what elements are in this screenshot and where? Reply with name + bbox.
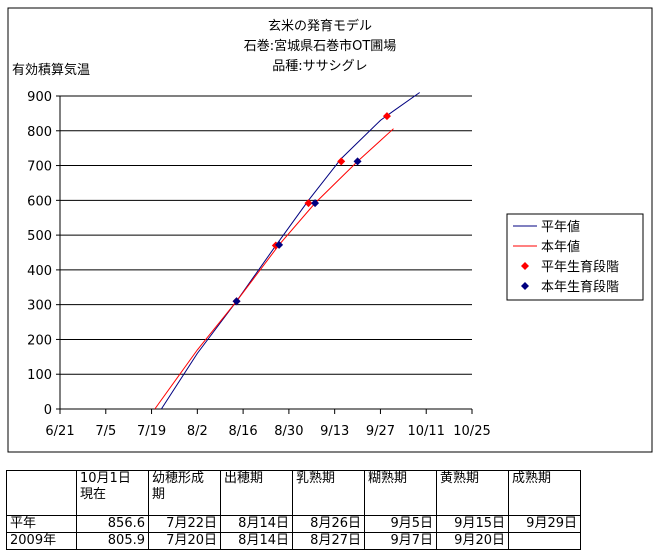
legend-swatch <box>521 282 529 290</box>
y-tick-label: 900 <box>27 90 52 105</box>
legend-label: 平年生育段階 <box>541 259 619 275</box>
table-row: 2009年 805.9 7月20日 8月14日 8月27日 9月7日 9月20日 <box>6 532 581 550</box>
header-cell: 乳熟期 <box>292 470 365 516</box>
chart-title: 玄米の発育モデル <box>268 18 372 34</box>
table: 10月1日 現在 幼穂形成 期出穂期 乳熟期 糊熟期 黄熟期 成熟期 平年 856.6 7月22… <box>6 470 581 550</box>
x-tick-label: 8/16 <box>229 424 258 439</box>
point <box>311 199 320 208</box>
cell <box>508 532 581 550</box>
cell: 9月5日 <box>364 515 437 533</box>
cell: 856.6 <box>76 515 149 533</box>
point <box>275 240 284 249</box>
header-cell: 黄熟期 <box>436 470 509 516</box>
point <box>232 297 241 306</box>
header-cell <box>6 470 77 516</box>
y-tick-label: 800 <box>27 125 52 140</box>
table-header-row: 10月1日 現在 幼穂形成 期出穂期 乳熟期 糊熟期 黄熟期 成熟期 <box>6 470 581 516</box>
x-tick-label: 9/27 <box>366 424 395 439</box>
cell: 9月15日 <box>436 515 509 533</box>
header-cell: 成熟期 <box>508 470 581 516</box>
legend-label: 本年生育段階 <box>541 279 619 295</box>
header-cell: 糊熟期 <box>364 470 437 516</box>
x-tick-label: 7/19 <box>137 424 166 439</box>
legend-label: 本年値 <box>541 239 580 255</box>
cell: 8月14日 <box>220 515 293 533</box>
y-axis-label: 有効積算気温 <box>12 62 90 78</box>
y-tick-label: 400 <box>27 264 52 279</box>
chart: 玄米の発育モデル 石巻:宮城県石巻市OT圃場 品種:ササシグレ 有効積算気温 0… <box>7 7 653 453</box>
cell: 2009年 <box>6 532 77 550</box>
x-tick-label: 10/25 <box>453 424 490 439</box>
cell: 8月26日 <box>292 515 365 533</box>
cell: 9月20日 <box>436 532 509 550</box>
cell: 8月27日 <box>292 532 365 550</box>
point <box>353 157 362 166</box>
legend-label: 平年値 <box>541 219 580 235</box>
x-tick-label: 8/30 <box>274 424 303 439</box>
x-tick-label: 10/11 <box>407 424 444 439</box>
x-tick-label: 9/13 <box>320 424 349 439</box>
cell: 7月22日 <box>148 515 221 533</box>
chart-subtitle: 石巻:宮城県石巻市OT圃場 <box>244 38 397 54</box>
y-tick-label: 600 <box>27 194 52 209</box>
cell: 8月14日 <box>220 532 293 550</box>
point <box>304 199 313 208</box>
cell: 805.9 <box>76 532 149 550</box>
y-tick-label: 500 <box>27 229 52 244</box>
y-tick-label: 0 <box>44 403 52 418</box>
cell: 9月7日 <box>364 532 437 550</box>
cell: 平年 <box>6 515 77 533</box>
x-tick-label: 6/21 <box>45 424 74 439</box>
header-cell: 幼穂形成 期 <box>148 470 221 516</box>
y-tick-label: 700 <box>27 160 52 175</box>
cell: 7月20日 <box>148 532 221 550</box>
header-cell: 出穂期 <box>220 470 293 516</box>
y-tick-label: 100 <box>27 368 52 383</box>
header-cell: 10月1日 現在 <box>76 470 149 516</box>
x-tick-label: 8/2 <box>187 424 208 439</box>
point <box>337 157 346 166</box>
cell: 9月29日 <box>508 515 581 533</box>
chart-subtitle: 品種:ササシグレ <box>272 58 367 74</box>
y-tick-label: 300 <box>27 299 52 314</box>
point <box>382 112 391 121</box>
table-row: 平年 856.6 7月22日 8月14日 8月26日 9月5日 9月15日 9月29日 <box>6 515 581 533</box>
legend-swatch <box>521 262 529 270</box>
y-tick-label: 200 <box>27 333 52 348</box>
x-tick-label: 7/5 <box>95 424 116 439</box>
legend-box <box>506 213 644 301</box>
